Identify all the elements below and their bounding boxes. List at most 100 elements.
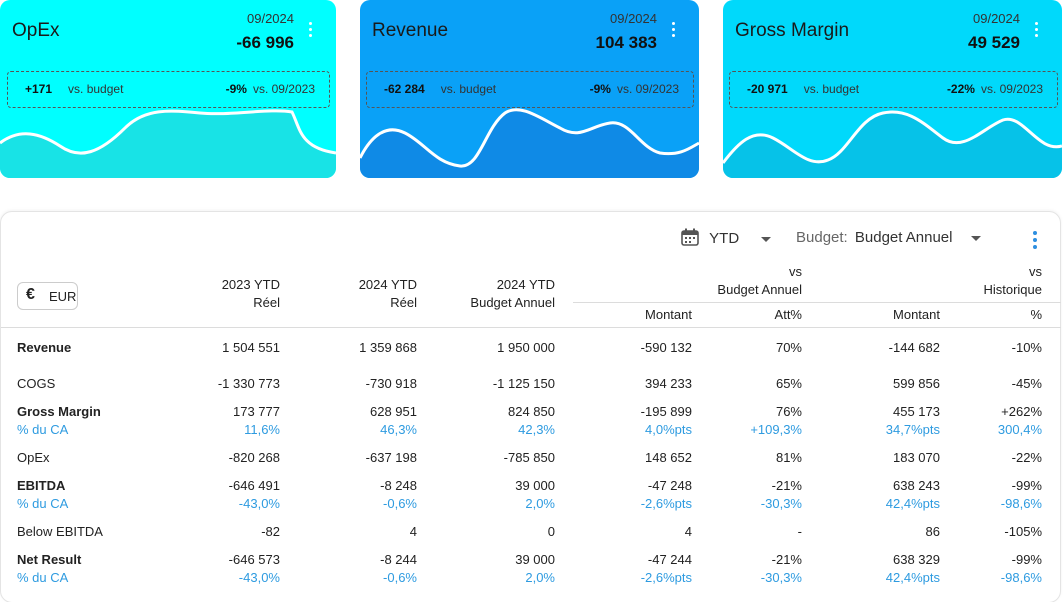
table-cell: 638 243: [893, 478, 940, 493]
table-cell: +262%: [1001, 404, 1042, 419]
table-cell-pct: -2,6%pts: [640, 570, 692, 585]
row-label: Below EBITDA: [17, 524, 103, 539]
table-cell-pct: 4,0%pts: [645, 422, 692, 437]
period-value: YTD: [709, 230, 740, 247]
more-options-icon[interactable]: [1033, 231, 1037, 252]
col-header-2024-budget: 2024 YTD Budget Annuel: [470, 277, 555, 310]
sparkline-area: [360, 108, 699, 178]
table-cell: -105%: [1004, 524, 1042, 539]
euro-icon: €: [26, 286, 35, 303]
table-cell-pct: -98,6%: [1000, 570, 1042, 585]
kpi-card-opex[interactable]: OpEx 09/2024 -66 996 +171 vs. budget -9% v…: [0, 0, 336, 178]
kpi-card-gross-margin[interactable]: Gross Margin 09/2024 49 529 -20 971 vs. b…: [723, 0, 1062, 178]
table-cell-pct: +109,3%: [750, 422, 802, 437]
budget-selector[interactable]: Budget: Budget Annuel: [796, 229, 981, 246]
vs-prev-value: -22%: [946, 82, 975, 96]
table-cell-pct: 2,0%: [525, 570, 555, 585]
sub-header-montant: Montant: [645, 307, 692, 322]
table-cell: 81%: [775, 450, 802, 465]
row-label: COGS: [17, 376, 56, 391]
table-cell: 39 000: [515, 478, 555, 493]
table-cell: 86: [925, 524, 940, 539]
table-cell: -646 491: [228, 478, 280, 493]
table-cell: -8 244: [380, 552, 417, 567]
table-cell: -21%: [771, 478, 802, 493]
card-comparison-box: -20 971 vs. budget -22% vs. 09/2023: [729, 71, 1058, 108]
table-cell: 599 856: [893, 376, 940, 391]
row-sublabel: % du CA: [17, 496, 69, 511]
card-value: 104 383: [595, 33, 657, 52]
table-cell: -47 248: [647, 478, 692, 493]
more-options-icon[interactable]: [308, 22, 314, 40]
table-cell: -: [797, 524, 802, 539]
table-cell: 628 951: [370, 404, 417, 419]
table-cell-pct: -43,0%: [238, 496, 280, 511]
currency-button[interactable]: € EUR: [17, 282, 78, 310]
table-cell: 4: [684, 524, 692, 539]
table-cell-pct: -30,3%: [760, 570, 802, 585]
table-cell: 638 329: [893, 552, 940, 567]
row-sublabel: % du CA: [17, 422, 69, 437]
table-cell: -785 850: [503, 450, 555, 465]
table-cell: -21%: [771, 552, 802, 567]
card-date: 09/2024: [610, 11, 657, 26]
table-cell-pct: -43,0%: [238, 570, 280, 585]
row-label: Net Result: [17, 552, 82, 567]
table-cell: -8 248: [380, 478, 417, 493]
table-cell: 148 652: [645, 450, 692, 465]
pnl-table-panel: YTD Budget: Budget Annuel € EUR 2023 YTD…: [0, 211, 1061, 602]
table-cell: 0: [547, 524, 555, 539]
more-options-icon[interactable]: [1034, 22, 1040, 40]
table-cell-pct: -0,6%: [383, 496, 417, 511]
table-cell: 70%: [775, 340, 802, 355]
table-cell: -590 132: [640, 340, 692, 355]
group-header-divider: [573, 302, 1061, 303]
table-cell: -99%: [1011, 478, 1042, 493]
table-cell: -10%: [1011, 340, 1042, 355]
table-cell: 4: [409, 524, 417, 539]
chevron-down-icon: [761, 236, 772, 242]
row-sublabel: % du CA: [17, 570, 69, 585]
table-cell: -820 268: [228, 450, 280, 465]
card-title: OpEx: [12, 20, 60, 41]
table-cell: 1 950 000: [497, 340, 555, 355]
col-header-2023-ytd: 2023 YTD Réel: [221, 277, 280, 310]
row-label: EBITDA: [17, 478, 66, 493]
group-header-vs-budget: vs Budget Annuel: [717, 264, 802, 297]
vs-prev-value: -9%: [225, 82, 247, 96]
table-cell: -22%: [1011, 450, 1042, 465]
row-label: Revenue: [17, 340, 72, 355]
table-cell: 183 070: [893, 450, 940, 465]
table-cell: 173 777: [233, 404, 280, 419]
table-cell: 394 233: [645, 376, 692, 391]
col-header-2024-ytd: 2024 YTD Réel: [358, 277, 417, 310]
table-cell-pct: -2,6%pts: [640, 496, 692, 511]
period-selector[interactable]: YTD: [681, 228, 772, 247]
table-cell: -195 899: [640, 404, 692, 419]
table-cell: -1 125 150: [492, 376, 555, 391]
kpi-card-revenue[interactable]: Revenue 09/2024 104 383 -62 284 vs. budge…: [360, 0, 699, 178]
table-cell-pct: -98,6%: [1000, 496, 1042, 511]
vs-budget-value: -62 284: [384, 82, 425, 96]
sub-header-montant: Montant: [893, 307, 940, 322]
sparkline-area: [723, 110, 1062, 178]
card-value: -66 996: [236, 33, 294, 52]
sub-header-att: Att%: [774, 307, 802, 322]
vs-prev-label: vs. 09/2023: [980, 82, 1043, 96]
table-cell-pct: 42,4%pts: [885, 496, 940, 511]
vs-budget-value: +171: [25, 82, 53, 96]
table-cell: -637 198: [365, 450, 417, 465]
card-comparison-box: +171 vs. budget -9% vs. 09/2023: [7, 71, 330, 108]
table-cell-pct: -30,3%: [760, 496, 802, 511]
table-cell-pct: -0,6%: [383, 570, 417, 585]
table-cell: -45%: [1011, 376, 1042, 391]
calendar-icon: [681, 228, 699, 246]
more-options-icon[interactable]: [671, 22, 677, 40]
currency-code: EUR: [49, 289, 77, 304]
table-cell: 1 359 868: [359, 340, 417, 355]
table-cell: 65%: [775, 376, 802, 391]
table-cell: 824 850: [508, 404, 555, 419]
table-cell: -646 573: [228, 552, 280, 567]
table-cell: 455 173: [893, 404, 940, 419]
card-date: 09/2024: [247, 11, 294, 26]
